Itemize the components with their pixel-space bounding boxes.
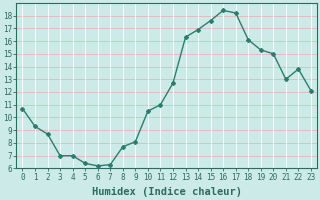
X-axis label: Humidex (Indice chaleur): Humidex (Indice chaleur) (92, 187, 242, 197)
